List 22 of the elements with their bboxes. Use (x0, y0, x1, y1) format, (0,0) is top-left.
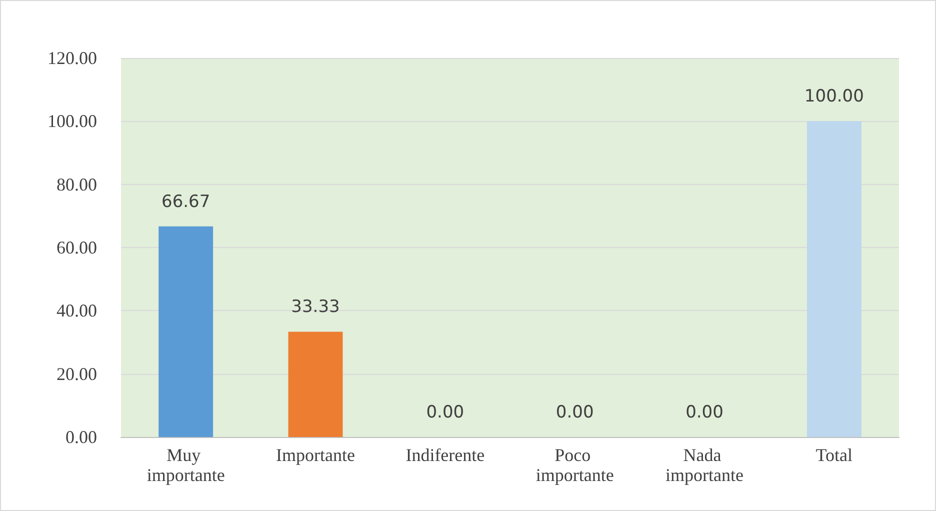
data-label: 0.00 (426, 402, 464, 422)
x-tick-label: Muy importante (146, 445, 225, 485)
x-tick-label: Indiferente (406, 445, 485, 465)
data-label: 66.67 (161, 192, 210, 212)
bar (288, 332, 343, 437)
data-label: 33.33 (291, 297, 340, 318)
y-tick-label: 100.00 (48, 111, 97, 132)
x-tick-label: Total (816, 445, 853, 465)
data-label: 100.00 (804, 86, 864, 107)
y-tick-label: 40.00 (56, 300, 97, 321)
data-label: 0.00 (686, 402, 724, 422)
data-label: 0.00 (556, 402, 594, 422)
y-tick-label: 120.00 (48, 48, 97, 68)
bar (806, 121, 862, 437)
x-tick-label: Importante (276, 445, 355, 465)
x-tick-label: Nada importante (666, 445, 744, 485)
y-tick-label: 0.00 (66, 427, 97, 447)
x-tick-label: Poco importante (536, 445, 614, 485)
y-tick-label: 60.00 (56, 238, 97, 258)
y-tick-label: 80.00 (56, 174, 97, 194)
y-tick-label: 20.00 (56, 364, 97, 384)
bar (158, 226, 214, 437)
